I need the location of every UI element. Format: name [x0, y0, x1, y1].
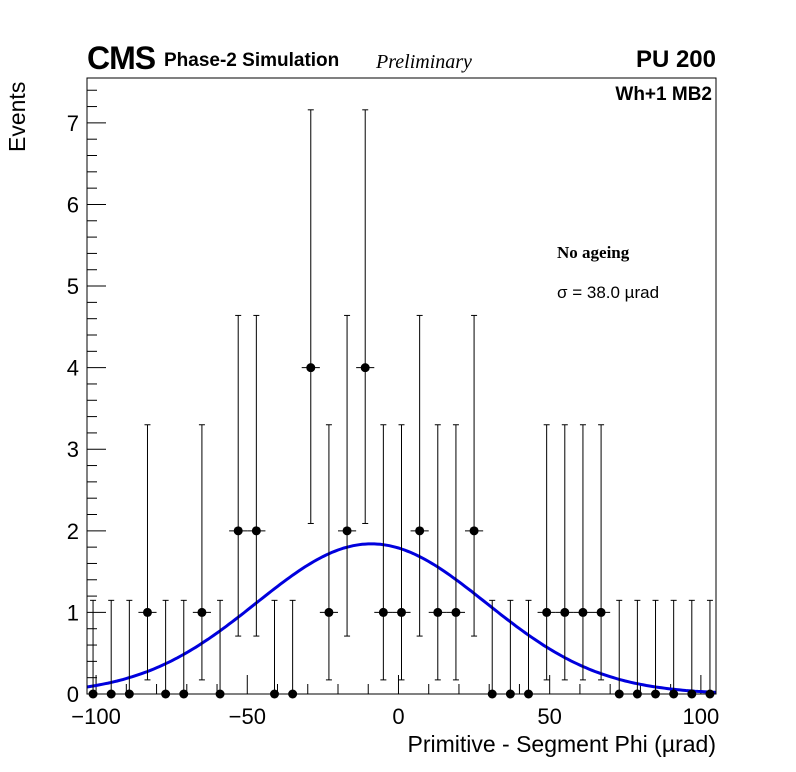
data-point	[646, 599, 665, 699]
data-point	[446, 424, 466, 681]
data-point	[229, 314, 248, 637]
data-point	[265, 599, 284, 699]
point-marker	[397, 607, 406, 617]
data-point	[138, 424, 157, 681]
y-tick-label: 0	[67, 682, 79, 707]
data-point	[192, 424, 211, 681]
data-point	[555, 424, 574, 681]
y-tick-label: 1	[67, 600, 79, 625]
point-marker	[451, 607, 461, 617]
y-tick-label: 4	[67, 356, 79, 381]
pileup-label: PU 200	[635, 46, 716, 73]
x-tick-label: −100	[71, 704, 121, 729]
y-tick-label: 6	[67, 192, 79, 217]
data-point	[283, 599, 302, 699]
data-point	[519, 599, 538, 699]
y-tick-label: 2	[67, 519, 79, 544]
x-axis-label: Primitive - Segment Phi (µrad)	[407, 731, 716, 757]
condition-label: No ageing	[557, 243, 630, 262]
data-point	[465, 314, 484, 637]
data-point	[537, 424, 556, 681]
data-point	[483, 599, 502, 699]
data-point	[319, 424, 338, 681]
point-marker	[233, 526, 243, 536]
point-marker	[596, 607, 606, 617]
data-point	[428, 424, 447, 681]
data-point	[356, 109, 375, 524]
data-point	[700, 599, 716, 699]
y-tick-label: 5	[67, 274, 79, 299]
point-marker	[542, 607, 552, 617]
data-point	[337, 314, 357, 637]
x-tick-label: 50	[537, 704, 561, 729]
data-point	[392, 424, 411, 681]
data-point	[501, 599, 520, 699]
data-point	[210, 599, 230, 699]
y-axis-label: Events	[4, 81, 30, 152]
point-marker	[142, 607, 152, 617]
x-tick-label: 100	[683, 704, 720, 729]
tick-labels-layer: 0 1 2 3 4 5 6 7 −100 −50 0 50 100	[67, 111, 719, 729]
point-marker	[251, 526, 261, 536]
data-point	[664, 599, 683, 699]
point-marker	[306, 363, 316, 373]
plot-frame	[86, 77, 717, 695]
point-marker	[342, 526, 352, 536]
data-points-layer	[87, 109, 716, 699]
x-tick-label: −50	[229, 704, 266, 729]
experiment-label: CMS	[87, 40, 156, 76]
point-marker	[197, 607, 207, 617]
status-label: Preliminary	[376, 51, 472, 73]
y-tick-label: 3	[67, 437, 79, 462]
data-point	[410, 314, 429, 637]
point-marker	[360, 363, 370, 373]
data-point	[682, 599, 701, 699]
point-marker	[378, 607, 388, 617]
data-point	[573, 424, 593, 681]
simulation-label: Phase-2 Simulation	[164, 50, 340, 71]
x-tick-label: 0	[392, 704, 404, 729]
data-point	[247, 314, 266, 637]
data-point	[374, 424, 393, 681]
sigma-label: σ = 38.0 µrad	[557, 283, 660, 302]
data-point	[610, 599, 629, 699]
data-point	[301, 109, 320, 524]
point-marker	[324, 607, 334, 617]
point-marker	[560, 607, 570, 617]
point-marker	[415, 526, 425, 536]
point-marker	[433, 607, 443, 617]
point-marker	[578, 607, 588, 617]
y-tick-label: 7	[67, 111, 79, 136]
station-label: Wh+1 MB2	[615, 84, 712, 105]
data-point	[156, 599, 175, 699]
data-point	[120, 599, 139, 699]
data-point	[592, 424, 611, 681]
point-marker	[469, 526, 479, 536]
axis-ticks	[87, 89, 702, 695]
